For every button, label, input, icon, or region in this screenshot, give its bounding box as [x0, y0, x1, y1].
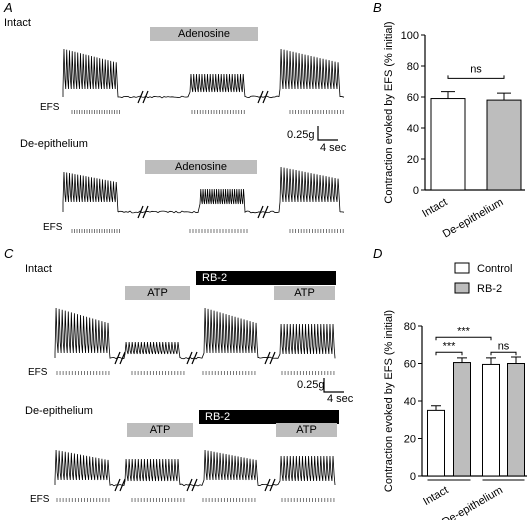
bar-intact — [431, 99, 465, 190]
y-axis-label-d: Contraction evoked by EFS (% initial) — [383, 310, 395, 492]
sig-bracket-d — [436, 352, 462, 355]
efs-ticks — [282, 498, 334, 502]
y-tick-label-b: 80 — [407, 61, 419, 73]
x-tick-label-d: Intact — [421, 484, 450, 508]
efs-ticks — [132, 498, 184, 502]
x-tick-label-b: Intact — [420, 196, 449, 220]
legend-label-rb-2: RB-2 — [477, 283, 502, 295]
efs-ticks — [203, 498, 255, 502]
y-tick-label-b: 20 — [407, 154, 419, 166]
y-tick-label-b: 40 — [407, 123, 419, 135]
bar-rb-2-1 — [508, 364, 525, 477]
y-tick-label-d: 80 — [404, 321, 416, 333]
efs-ticks — [192, 110, 244, 114]
trace-deepi-atp — [55, 450, 335, 486]
bar-control-1 — [483, 364, 500, 476]
bar-rb-2-0 — [454, 363, 471, 476]
efs-ticks — [57, 371, 109, 375]
scale-bar-c — [324, 378, 344, 392]
efs-ticks — [282, 371, 334, 375]
efs-ticks — [190, 229, 247, 233]
efs-ticks — [132, 371, 184, 375]
bar-control-0 — [428, 410, 445, 476]
error-bar-b — [441, 92, 455, 99]
scale-bar-a — [318, 126, 338, 140]
y-tick-label-b: 100 — [401, 30, 419, 42]
efs-ticks — [290, 110, 343, 114]
y-tick-label-b: 60 — [407, 92, 419, 104]
error-bar-d — [457, 358, 467, 363]
sig-label-b: ns — [470, 63, 482, 75]
efs-ticks — [203, 371, 255, 375]
sig-bracket-b — [448, 75, 504, 78]
error-bar-d — [511, 357, 521, 364]
y-tick-label-d: 0 — [410, 471, 416, 483]
y-tick-label-d: 20 — [404, 434, 416, 446]
bar-de-epithelium — [487, 100, 521, 190]
efs-ticks — [290, 229, 343, 233]
error-bar-b — [497, 93, 511, 100]
error-bar-d — [431, 406, 441, 411]
legend-swatch-rb-2 — [455, 283, 469, 293]
sig-bracket-d — [491, 352, 516, 355]
legend-swatch-control — [455, 263, 469, 273]
sig-label-d: *** — [443, 340, 457, 352]
efs-ticks — [57, 498, 109, 502]
trace-intact-adenosine — [63, 49, 344, 98]
y-tick-label-b: 0 — [413, 185, 419, 197]
x-tick-label-d: De-epithelium — [440, 484, 505, 520]
y-tick-label-d: 40 — [404, 396, 416, 408]
y-tick-label-d: 60 — [404, 359, 416, 371]
trace-intact-atp — [55, 308, 335, 359]
y-axis-label-b: Contraction evoked by EFS (% initial) — [383, 21, 395, 203]
legend-label-control: Control — [477, 263, 512, 275]
sig-label-d: *** — [457, 325, 471, 337]
trace-deepi-adenosine — [63, 167, 344, 213]
efs-ticks — [72, 229, 120, 233]
efs-ticks — [72, 110, 120, 114]
x-tick-label-b: De-epithelium — [441, 196, 506, 240]
error-bar-d — [486, 358, 496, 365]
sig-label-d: ns — [498, 340, 510, 352]
